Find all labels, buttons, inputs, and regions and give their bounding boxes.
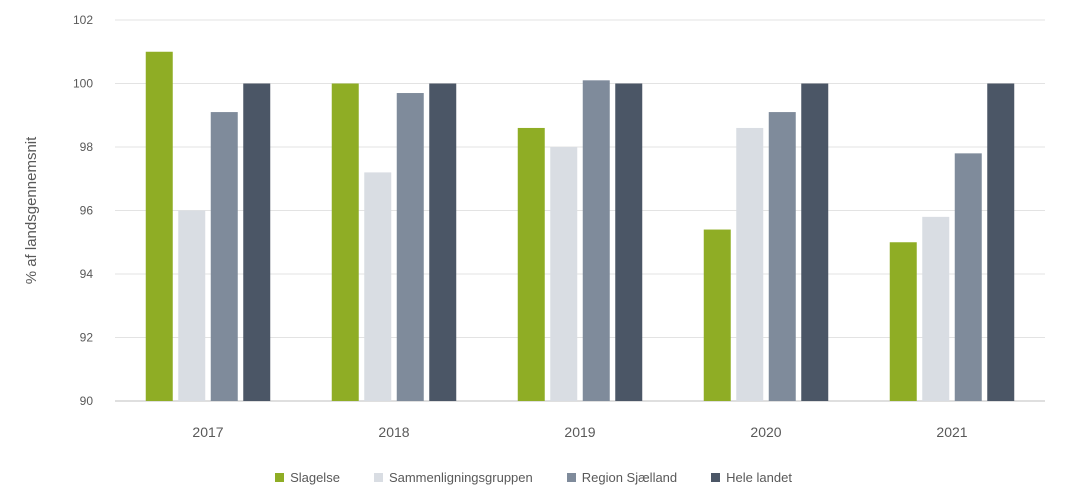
legend: Slagelse Sammenligningsgruppen Region Sjæl… <box>0 470 1067 485</box>
bar-2017-sammenligningsgruppen <box>178 210 206 401</box>
legend-label: Region Sjælland <box>581 470 678 485</box>
bar-2017-hele-landet <box>243 83 271 401</box>
legend-swatch <box>275 473 285 482</box>
bar-2021-sammenligningsgruppen <box>922 216 950 401</box>
bar-2018-sammenligningsgruppen <box>364 172 392 401</box>
legend-item: Sammenligningsgruppen <box>373 470 533 485</box>
legend-label: Hele landet <box>726 470 792 485</box>
y-tick-label: 96 <box>80 204 94 218</box>
bar-2019-sammenligningsgruppen <box>550 147 578 401</box>
bar-2019-region-sj-lland <box>582 80 610 401</box>
legend-swatch <box>711 473 721 482</box>
y-tick-label: 94 <box>80 267 94 281</box>
bar-2019-hele-landet <box>615 83 643 401</box>
bar-2020-slagelse <box>703 229 731 401</box>
bar-2017-region-sj-lland <box>210 112 238 401</box>
y-tick-label: 98 <box>80 140 94 154</box>
y-tick-label: 90 <box>80 394 94 408</box>
bar-2021-slagelse <box>889 242 917 401</box>
bar-2017-slagelse <box>145 51 173 401</box>
bar-2020-region-sj-lland <box>768 112 796 401</box>
y-tick-label: 92 <box>80 331 94 345</box>
bar-2019-slagelse <box>517 127 545 401</box>
legend-item: Hele landet <box>711 470 792 485</box>
bar-2020-hele-landet <box>801 83 829 401</box>
legend-swatch <box>566 473 576 482</box>
bar-2020-sammenligningsgruppen <box>736 127 764 401</box>
legend-label: Sammenligningsgruppen <box>388 470 533 485</box>
bar-2021-hele-landet <box>987 83 1015 401</box>
x-tick-label: 2017 <box>192 424 223 440</box>
x-tick-label: 2020 <box>750 424 781 440</box>
x-tick-label: 2019 <box>564 424 595 440</box>
bar-2018-region-sj-lland <box>396 93 424 402</box>
x-tick-label: 2021 <box>936 424 967 440</box>
legend-item: Region Sjælland <box>566 470 678 485</box>
legend-swatch <box>373 473 383 482</box>
y-tick-label: 102 <box>73 13 93 27</box>
legend-label: Slagelse <box>290 470 340 485</box>
legend-item: Slagelse <box>275 470 340 485</box>
x-tick-label: 2018 <box>378 424 409 440</box>
bar-2018-slagelse <box>331 83 359 401</box>
bar-2018-hele-landet <box>429 83 457 401</box>
y-tick-label: 100 <box>73 77 93 91</box>
bar-2021-region-sj-lland <box>954 153 982 401</box>
y-axis-label: % af landsgennemsnit <box>23 136 40 284</box>
